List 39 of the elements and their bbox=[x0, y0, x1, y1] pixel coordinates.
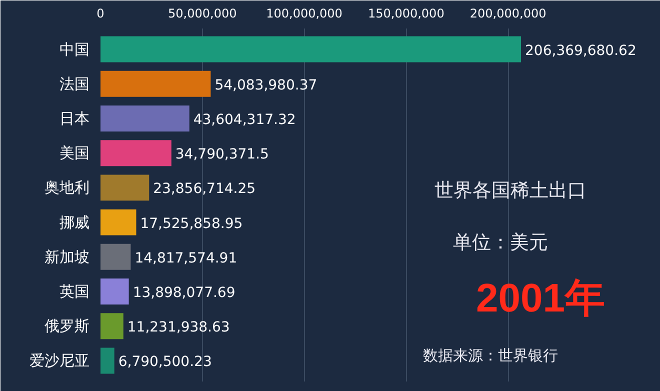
y-tick-label: 美国 bbox=[60, 144, 90, 162]
y-tick-label: 中国 bbox=[60, 40, 90, 58]
data-label: 23,856,714.25 bbox=[153, 181, 256, 198]
data-label: 11,231,938.63 bbox=[127, 320, 230, 336]
text: 单位：美元 bbox=[453, 232, 548, 254]
bar bbox=[100, 348, 114, 374]
bar bbox=[100, 174, 150, 201]
bar bbox=[100, 209, 136, 236]
y-tick-label: 日本 bbox=[60, 109, 90, 128]
data-label: 14,817,574.91 bbox=[134, 250, 238, 266]
x-tick-label: 50,000,000 bbox=[168, 6, 237, 20]
x-tick-label: 200,000,000 bbox=[470, 6, 546, 20]
data-label: 54,083,980.37 bbox=[214, 77, 318, 94]
data-label: 34,790,371.5 bbox=[175, 146, 269, 163]
x-tick-label: 100,000,000 bbox=[266, 6, 342, 20]
data-label: 13,898,077.69 bbox=[132, 285, 236, 302]
bar bbox=[100, 36, 522, 62]
y-tick-label: 爱沙尼亚 bbox=[30, 352, 90, 370]
y-tick-label: 俄罗斯 bbox=[44, 317, 90, 336]
bar bbox=[100, 106, 190, 132]
y-tick-label: 英国 bbox=[60, 282, 90, 301]
text: 世界各国稀土出口 bbox=[434, 180, 586, 202]
data-label: 6,790,500.23 bbox=[118, 354, 212, 370]
y-tick-label: 奥地利 bbox=[44, 178, 90, 197]
bar bbox=[100, 278, 129, 304]
data-label: 43,604,317.32 bbox=[193, 112, 296, 128]
bar bbox=[100, 244, 131, 270]
data-label: 17,525,858.95 bbox=[140, 216, 243, 232]
annotation: 2001年 bbox=[476, 276, 605, 320]
y-tick-label: 挪威 bbox=[60, 213, 90, 232]
bar bbox=[100, 313, 124, 340]
y-tick-label: 新加坡 bbox=[44, 248, 90, 266]
x-tick-label: 150,000,000 bbox=[368, 6, 444, 20]
data-label: 206,369,680.62 bbox=[525, 42, 636, 59]
x-tick-label: 0 bbox=[96, 6, 104, 20]
y-tick-label: 法国 bbox=[60, 74, 90, 93]
annotation: 数据来源：世界银行 bbox=[423, 346, 558, 364]
bar bbox=[100, 70, 211, 97]
bar bbox=[100, 140, 172, 166]
